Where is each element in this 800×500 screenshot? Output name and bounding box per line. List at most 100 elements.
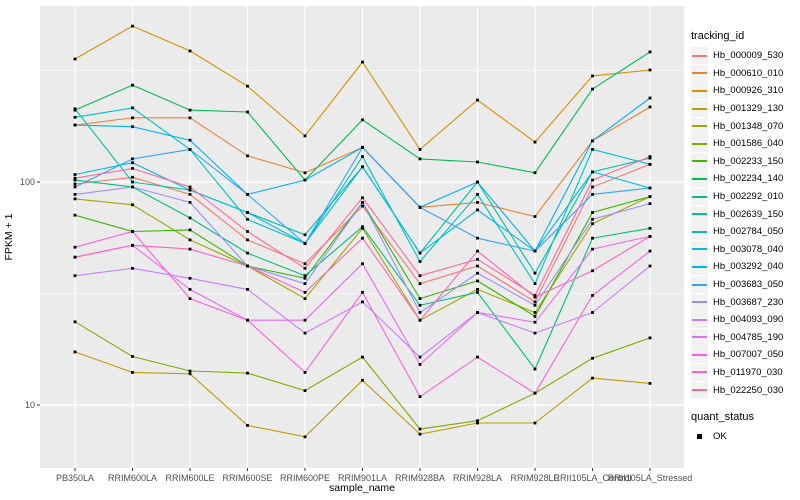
data-point [73, 197, 77, 201]
data-point [188, 138, 192, 142]
data-point [591, 247, 594, 251]
legend-key-icon [691, 276, 708, 294]
data-point [131, 161, 134, 165]
data-point [303, 171, 307, 175]
data-point [303, 178, 307, 182]
data-point [361, 118, 364, 122]
data-point [418, 251, 422, 255]
legend-item-label: Hb_001348_070 [713, 120, 784, 132]
data-point [533, 421, 537, 425]
x-tick-label: RRII105LA_Control [553, 473, 631, 483]
data-point [648, 381, 652, 385]
data-point [591, 192, 594, 196]
y-tick-label: 100 [20, 177, 35, 187]
data-point [591, 311, 594, 314]
legend-item-label: Hb_002233_150 [713, 155, 784, 167]
data-point [303, 282, 307, 286]
legend-key-line [692, 125, 707, 128]
legend-item-Hb_002639_150: Hb_002639_150 [691, 205, 799, 223]
legend-item-Hb_000926_310: Hb_000926_310 [691, 82, 799, 100]
legend-item-Hb_001329_130: Hb_001329_130 [691, 100, 799, 118]
x-tick-label: RRIM600PE [280, 473, 330, 483]
data-point [591, 222, 594, 226]
data-point [246, 287, 249, 291]
data-point [476, 271, 479, 275]
data-point [246, 264, 249, 268]
data-point [648, 96, 652, 100]
legend-key-icon [691, 346, 708, 364]
y-axis-title: FPKM + 1 [3, 213, 15, 261]
data-point [246, 318, 249, 322]
data-point [131, 185, 134, 189]
data-point [188, 188, 192, 192]
data-point [418, 148, 422, 151]
data-point [131, 157, 134, 161]
legend-item-Hb_001586_040: Hb_001586_040 [691, 135, 799, 153]
data-point [648, 235, 652, 238]
data-point [361, 196, 364, 200]
data-point [361, 204, 364, 208]
data-point [361, 300, 364, 304]
legend-key-line [692, 283, 707, 286]
legend-item-Hb_001348_070: Hb_001348_070 [691, 117, 799, 135]
data-point [131, 24, 134, 28]
x-tick-label: RRIM928BA [395, 473, 445, 483]
data-point [131, 180, 134, 184]
legend-key-line [692, 371, 707, 374]
data-point [303, 371, 307, 374]
legend-key-line [692, 336, 707, 339]
legend-key-line [692, 72, 707, 75]
x-tick-label: RRIM901LA [338, 473, 387, 483]
legend-key-icon [691, 258, 708, 276]
legend-key-line [692, 142, 707, 145]
data-point [188, 216, 192, 220]
data-point [476, 355, 479, 359]
data-point [533, 140, 537, 144]
data-point [418, 205, 422, 209]
data-point [188, 148, 192, 151]
legend-item-label: OK [713, 431, 727, 443]
legend-item-ok: OK [691, 428, 799, 446]
data-point [361, 225, 364, 229]
x-tick-label: RRII105LA_Stressed [608, 473, 693, 483]
data-point [476, 192, 479, 196]
data-point [476, 249, 479, 253]
data-point [361, 60, 364, 64]
legend-key-line [692, 107, 707, 110]
data-point [73, 320, 77, 324]
data-point [73, 176, 77, 180]
legend-item-label: Hb_001329_130 [713, 103, 784, 115]
data-point [533, 271, 537, 275]
data-point [418, 395, 422, 399]
data-point [361, 262, 364, 266]
legend-item-Hb_002784_050: Hb_002784_050 [691, 223, 799, 241]
legend-items: Hb_000009_530 Hb_000610_010 Hb_000926_310 H… [691, 47, 799, 399]
data-point [648, 50, 652, 54]
x-tick-label: RRIM600SE [222, 473, 272, 483]
data-point [476, 421, 479, 425]
data-point [73, 255, 77, 259]
data-point [418, 274, 422, 278]
legend-item-label: Hb_022250_030 [713, 384, 784, 396]
data-point [131, 355, 134, 358]
legend-item-label: Hb_007007_050 [713, 349, 784, 361]
data-point [648, 155, 652, 158]
data-point [533, 320, 537, 324]
data-point [73, 185, 77, 189]
legend-key-line [692, 318, 707, 321]
data-point [188, 369, 192, 373]
data-point [591, 170, 594, 174]
legend-key-line [692, 389, 707, 392]
legend-key-line [692, 230, 707, 233]
data-point [476, 287, 479, 291]
data-point [648, 156, 652, 160]
legend-key-icon [691, 363, 708, 381]
data-point [648, 336, 652, 340]
data-point [73, 178, 77, 182]
data-point [591, 139, 594, 143]
legend-key-icon [691, 205, 708, 223]
data-point [591, 185, 594, 189]
data-point [418, 260, 422, 263]
data-point [418, 355, 422, 359]
